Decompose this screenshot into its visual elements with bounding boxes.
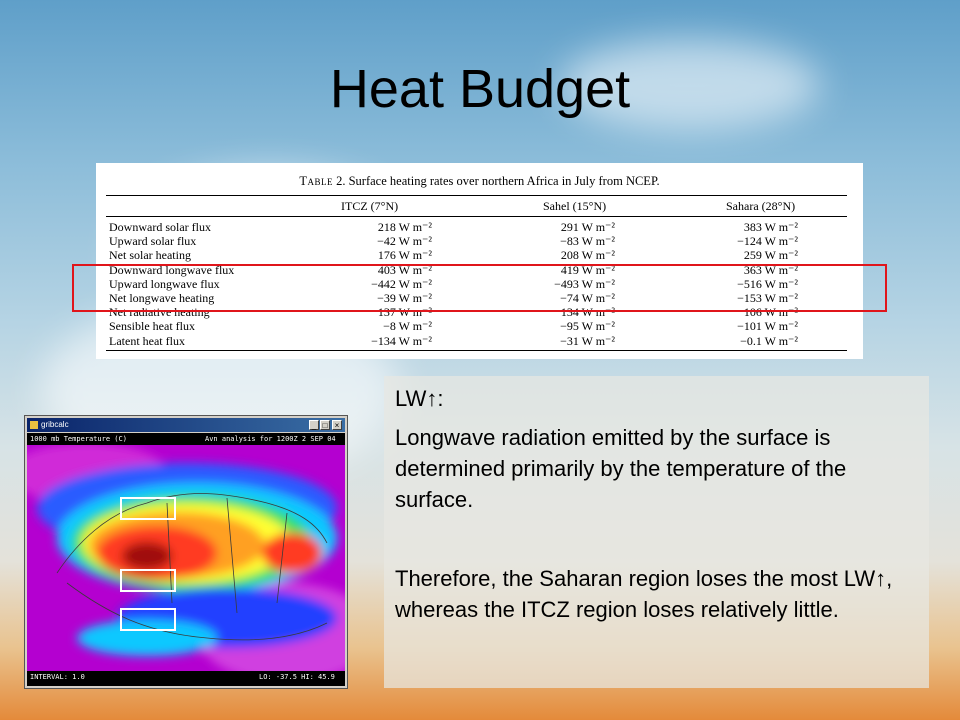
row-value: 363 W m⁻² bbox=[743, 262, 798, 277]
sahara-region-box bbox=[120, 497, 176, 520]
table-caption: Table 2. Surface heating rates over nort… bbox=[96, 174, 863, 189]
table-header-rule bbox=[106, 216, 847, 217]
explanation-paragraph-1: Longwave radiation emitted by the surfac… bbox=[395, 425, 847, 512]
map-footer-left: INTERVAL: 1.0 bbox=[30, 673, 85, 681]
row-value: −83 W m⁻² bbox=[560, 234, 615, 249]
window-titlebar[interactable]: gribcalc _ □ × bbox=[27, 418, 345, 432]
temperature-map-image bbox=[27, 433, 345, 686]
row-value: 137 W m⁻² bbox=[377, 305, 432, 320]
row-value: −153 W m⁻² bbox=[737, 291, 798, 305]
column-header-sahara: Sahara (28°N) bbox=[726, 199, 796, 213]
column-header-sahel: Sahel (15°N) bbox=[543, 199, 607, 213]
map-header-right: Avn analysis for 1200Z 2 SEP 04 bbox=[205, 435, 336, 443]
row-label: Net radiative heating bbox=[109, 305, 210, 320]
row-value: −8 W m⁻² bbox=[383, 319, 432, 334]
explanation-panel: LW↑: Longwave radiation emitted by the s… bbox=[384, 376, 929, 688]
column-header-itcz: ITCZ (7°N) bbox=[341, 199, 399, 213]
row-label: Net longwave heating bbox=[109, 291, 215, 305]
row-value: 134 W m⁻² bbox=[560, 305, 615, 320]
explanation-heading: LW↑: bbox=[395, 386, 444, 411]
row-value: −134 W m⁻² bbox=[371, 333, 432, 348]
explanation-paragraph-2: Therefore, the Saharan region loses the … bbox=[395, 566, 893, 622]
row-value: −493 W m⁻² bbox=[554, 276, 615, 291]
table-caption-text: 2. Surface heating rates over northern A… bbox=[332, 174, 660, 188]
row-value: −516 W m⁻² bbox=[737, 276, 798, 291]
table-top-rule bbox=[106, 195, 847, 196]
row-value: 106 W m⁻² bbox=[743, 305, 798, 320]
itcz-region-box bbox=[120, 608, 176, 631]
app-icon bbox=[30, 421, 38, 429]
row-value: 259 W m⁻² bbox=[743, 248, 798, 263]
row-value: 291 W m⁻² bbox=[560, 220, 615, 234]
row-value: 403 W m⁻² bbox=[377, 262, 432, 277]
table-caption-prefix: Table bbox=[299, 174, 333, 188]
minimize-button[interactable]: _ bbox=[309, 420, 319, 430]
window-title: gribcalc bbox=[41, 420, 69, 429]
row-value: 176 W m⁻² bbox=[377, 248, 432, 263]
map-footer-right: LO: -37.5 HI: 45.9 bbox=[259, 673, 335, 681]
row-label: Upward solar flux bbox=[109, 234, 197, 249]
row-value: −124 W m⁻² bbox=[737, 234, 798, 249]
row-value: −74 W m⁻² bbox=[560, 291, 615, 305]
longwave-rows-highlight bbox=[72, 264, 887, 312]
row-value: 419 W m⁻² bbox=[560, 262, 615, 277]
temperature-map: 1000 mb Temperature (C) Avn analysis for… bbox=[27, 433, 345, 686]
row-label: Upward longwave flux bbox=[109, 276, 220, 291]
row-value: −95 W m⁻² bbox=[560, 319, 615, 334]
row-label: Downward solar flux bbox=[109, 220, 211, 234]
row-value: −0.1 W m⁻² bbox=[740, 333, 798, 348]
row-value: −31 W m⁻² bbox=[560, 333, 615, 348]
row-value: −442 W m⁻² bbox=[371, 276, 432, 291]
heating-rates-table: Table 2. Surface heating rates over nort… bbox=[96, 163, 863, 359]
row-value: 218 W m⁻² bbox=[377, 220, 432, 234]
background-cloud bbox=[560, 40, 820, 130]
row-value: 383 W m⁻² bbox=[743, 220, 798, 234]
maximize-button[interactable]: □ bbox=[320, 420, 330, 430]
row-label: Sensible heat flux bbox=[109, 319, 195, 334]
slide-title: Heat Budget bbox=[329, 59, 631, 119]
row-value: −39 W m⁻² bbox=[377, 291, 432, 305]
temperature-map-window: gribcalc _ □ × bbox=[24, 415, 348, 689]
row-value: 208 W m⁻² bbox=[560, 248, 615, 263]
map-header-left: 1000 mb Temperature (C) bbox=[30, 435, 127, 443]
row-value: −42 W m⁻² bbox=[377, 234, 432, 249]
sahel-region-box bbox=[120, 569, 176, 592]
close-button[interactable]: × bbox=[332, 420, 342, 430]
row-label: Latent heat flux bbox=[109, 333, 185, 348]
row-value: −101 W m⁻² bbox=[737, 319, 798, 334]
row-label: Net solar heating bbox=[109, 248, 191, 263]
row-label: Downward longwave flux bbox=[109, 262, 235, 277]
table-bottom-rule bbox=[106, 350, 847, 351]
